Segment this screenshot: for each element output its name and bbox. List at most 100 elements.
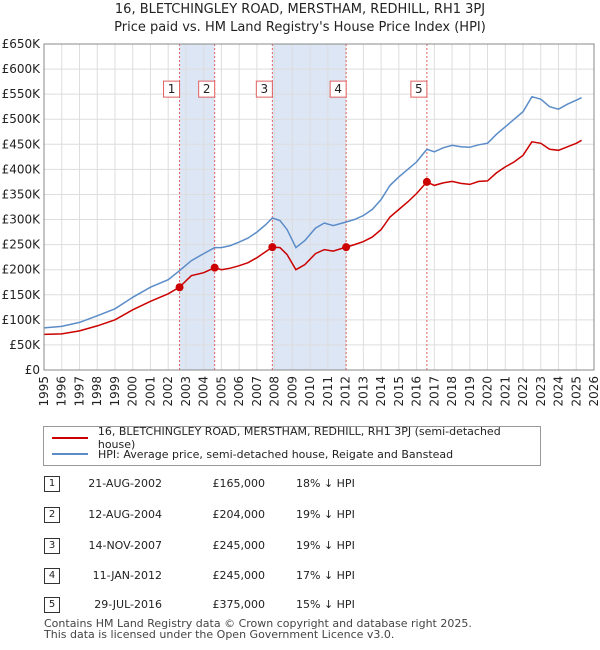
x-tick-label: 2011 [321,376,335,407]
y-tick-label: £450K [2,137,42,151]
ownership-shade [272,44,347,370]
x-tick-label: 2010 [303,376,317,407]
transaction-price: £375,000 [212,598,266,611]
x-tick-label: 2019 [463,376,477,407]
x-tick-label: 2008 [268,376,282,407]
footer-copyright: Contains HM Land Registry data © Crown c… [44,617,472,630]
y-tick-label: £300K [2,213,42,227]
x-tick-label: 2020 [481,376,495,407]
y-tick-label: £50K [9,338,41,352]
transaction-price: £204,000 [212,508,266,521]
x-tick-label: 2021 [498,376,512,407]
sale-marker-label: 2 [203,82,211,96]
y-tick-label: £650K [2,37,42,51]
x-tick-label: 2014 [374,376,388,407]
transaction-hpi-diff: 15% ↓ HPI [296,598,355,611]
x-tick-label: 2009 [285,376,299,407]
legend-swatch-hpi [52,453,88,455]
sale-point [175,283,184,292]
chart-title: 16, BLETCHINGLEY ROAD, MERSTHAM, REDHILL… [114,2,486,17]
transaction-price: £165,000 [212,477,266,490]
x-tick-label: 2017 [427,376,441,407]
legend-item-property: 16, BLETCHINGLEY ROAD, MERSTHAM, REDHILL… [52,425,540,451]
x-tick-label: 2018 [445,376,459,407]
transaction-price: £245,000 [212,539,266,552]
y-tick-label: £400K [2,162,42,176]
sale-point [210,263,219,272]
transaction-date: 11-JAN-2012 [92,569,162,582]
x-tick-label: 2025 [569,376,583,407]
legend-label-hpi: HPI: Average price, semi-detached house,… [98,447,454,461]
x-tick-label: 2002 [161,376,175,407]
sale-marker-label: 5 [415,82,423,96]
chart-legend: 16, BLETCHINGLEY ROAD, MERSTHAM, REDHILL… [43,425,541,466]
x-tick-label: 1998 [90,376,104,407]
x-tick-label: 2022 [516,376,530,407]
property-series-line [43,139,582,336]
footer-license: This data is licensed under the Open Gov… [44,628,395,641]
x-tick-label: 2001 [143,376,157,407]
y-tick-label: £550K [2,87,42,101]
transaction-number: 3 [44,538,60,554]
sale-marker-label: 3 [261,82,269,96]
transaction-number: 1 [44,476,60,492]
sale-point [422,177,431,186]
transaction-date: 29-JUL-2016 [94,598,162,611]
sale-marker-label: 4 [334,82,342,96]
table-row: 4 11-JAN-2012 £245,000 17% ↓ HPI [0,568,600,588]
y-tick-label: £500K [2,112,42,126]
sale-point [342,243,351,252]
transaction-hpi-diff: 19% ↓ HPI [296,508,355,521]
transaction-date: 14-NOV-2007 [88,539,162,552]
x-tick-label: 1995 [37,376,51,407]
y-tick-label: £100K [2,313,42,327]
sale-marker-box [163,80,181,98]
x-tick-label: 2006 [232,376,246,407]
y-tick-label: £250K [2,238,42,252]
x-tick-label: 2012 [339,376,353,407]
transaction-date: 21-AUG-2002 [88,477,162,490]
table-row: 3 14-NOV-2007 £245,000 19% ↓ HPI [0,538,600,558]
x-tick-label: 1997 [72,376,86,407]
x-tick-label: 2023 [534,376,548,407]
footer: Contains HM Land Registry data © Crown c… [44,618,472,640]
x-tick-label: 2003 [179,376,193,407]
sale-marker-label: 1 [168,82,176,96]
x-tick-label: 2005 [214,376,228,407]
x-tick-label: 2015 [392,376,406,407]
y-tick-label: £200K [2,263,42,277]
ownership-shade [179,44,215,370]
x-tick-label: 1999 [108,376,122,407]
hpi-series-line [43,95,582,329]
y-tick-label: £600K [2,62,42,76]
sale-marker-box [329,80,347,98]
transaction-hpi-diff: 19% ↓ HPI [296,539,355,552]
table-row: 2 12-AUG-2004 £204,000 19% ↓ HPI [0,507,600,527]
x-tick-label: 1996 [55,376,69,407]
y-tick-label: £350K [2,187,42,201]
y-tick-label: £0 [25,363,40,377]
sale-marker-box [255,80,273,98]
table-row: 1 21-AUG-2002 £165,000 18% ↓ HPI [0,476,600,496]
transaction-price: £245,000 [212,569,266,582]
transaction-hpi-diff: 18% ↓ HPI [296,477,355,490]
x-tick-label: 2016 [410,376,424,407]
x-tick-label: 2024 [552,376,566,407]
transaction-hpi-diff: 17% ↓ HPI [296,569,355,582]
plot-frame [43,43,595,371]
transaction-date: 12-AUG-2004 [88,508,162,521]
transaction-number: 4 [44,568,60,584]
x-tick-label: 2026 [587,376,600,407]
transaction-number: 5 [44,597,60,613]
chart-subtitle: Price paid vs. HM Land Registry's House … [114,20,486,35]
sale-marker-box [410,80,428,98]
legend-item-hpi: HPI: Average price, semi-detached house,… [52,446,453,462]
table-row: 5 29-JUL-2016 £375,000 15% ↓ HPI [0,597,600,617]
sale-point [268,243,277,252]
x-tick-label: 2013 [356,376,370,407]
x-tick-label: 2004 [197,376,211,407]
y-tick-label: £150K [2,288,42,302]
sale-marker-box [198,80,216,98]
x-tick-label: 2000 [126,376,140,407]
x-tick-label: 2007 [250,376,264,407]
